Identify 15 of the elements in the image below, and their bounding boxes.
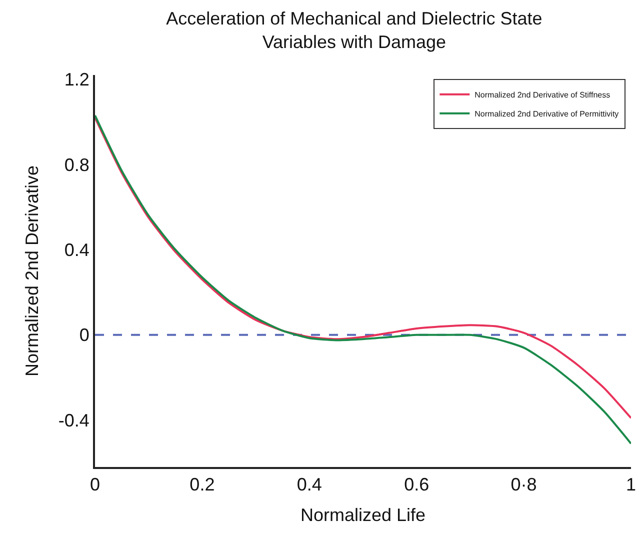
y-axis-title: Normalized 2nd Derivative — [22, 165, 42, 377]
y-tick-label: 0.4 — [64, 240, 90, 260]
x-tick-label: 0·8 — [510, 474, 537, 495]
legend-label: Normalized 2nd Derivative of Stiffness — [474, 90, 610, 100]
legend-label: Normalized 2nd Derivative of Permittivity — [474, 110, 619, 119]
y-tick-label: -0.4 — [58, 410, 90, 430]
y-tick-label: 0.8 — [64, 154, 90, 175]
x-tick-label: 1 — [626, 474, 636, 495]
x-tick-label: 0.4 — [296, 474, 322, 495]
x-tick-label: 0.2 — [190, 474, 215, 495]
chart-title: Acceleration of Mechanical and Dielectric State Variables with Damage — [166, 8, 542, 52]
y-tick-label: 1.2 — [64, 70, 90, 90]
x-axis-title: Normalized Life — [300, 505, 426, 526]
x-tick-label: 0.6 — [404, 474, 430, 495]
y-tick-label: 0 — [79, 325, 90, 346]
